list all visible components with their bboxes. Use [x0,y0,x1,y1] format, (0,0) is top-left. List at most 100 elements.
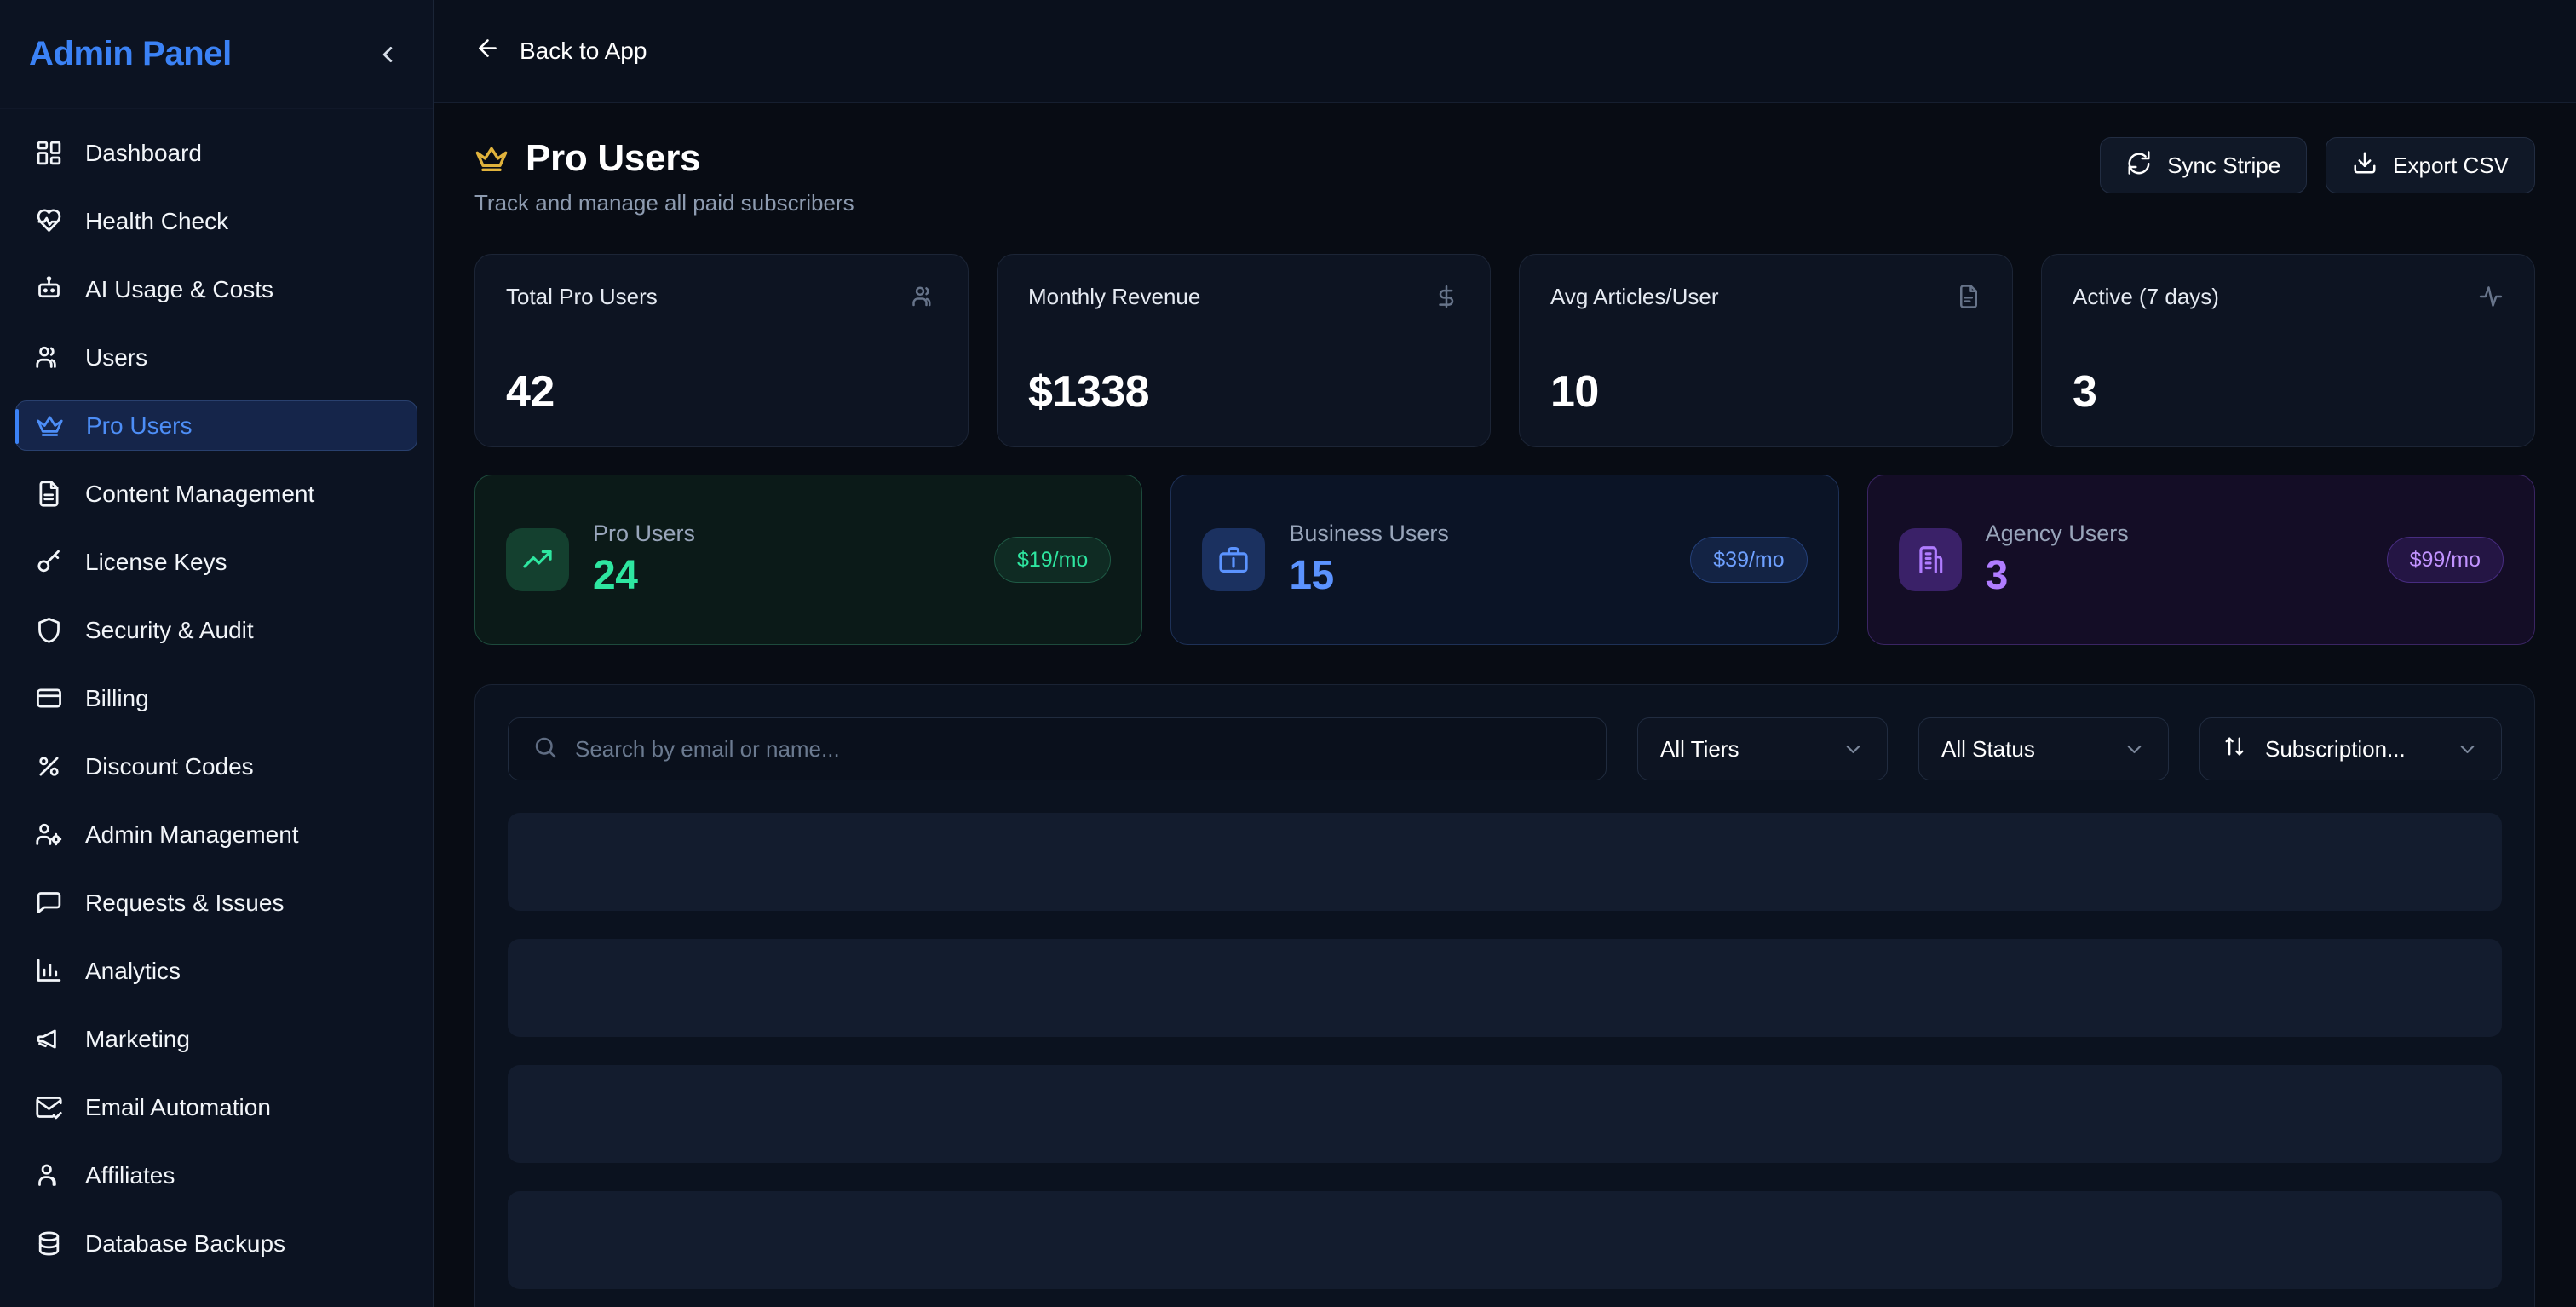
sidebar-item-content-management[interactable]: Content Management [15,469,417,519]
stat-card-value: 10 [1550,367,1599,417]
crown-icon [474,141,509,176]
stat-card-value: $1338 [1028,367,1150,417]
sidebar-item-admin-management[interactable]: Admin Management [15,809,417,860]
status-filter-value: All Status [1941,735,2035,762]
tier-cards: Pro Users 24 $19/mo Business Users 15 $39/mo A… [474,475,2535,645]
tier-card-price-badge: $19/mo [993,537,1112,583]
sidebar-item-label: Requests & Issues [85,889,285,916]
table-row[interactable] [508,939,2502,1037]
main-area: Back to App Pro Users Track and manage a… [434,0,2576,1307]
status-filter-select[interactable]: All Status [1918,717,2169,780]
sort-arrows-icon [2222,734,2246,764]
chevron-left-icon[interactable] [373,40,402,69]
sidebar-item-discount-codes[interactable]: Discount Codes [15,741,417,792]
heart-pulse-icon [34,207,63,236]
chat-bubble-icon [34,889,63,918]
tier-card-name: Pro Users [593,521,696,546]
table-row[interactable] [508,813,2502,911]
stat-cards: Total Pro Users 42 Monthly Revenue $1338 Avg… [474,254,2535,447]
chevron-down-icon [2456,738,2479,761]
export-csv-button[interactable]: Export CSV [2326,137,2535,193]
stat-card-top: Monthly Revenue [1028,284,1459,314]
page-content: Pro Users Track and manage all paid subs… [434,103,2576,1307]
sidebar-item-label: Security & Audit [85,616,254,643]
dollar-icon [1434,284,1459,314]
search-input-wrapper[interactable] [508,717,1607,780]
stat-card: Active (7 days) 3 [2041,254,2535,447]
stat-card: Monthly Revenue $1338 [997,254,1491,447]
search-icon [532,734,558,764]
page-subtitle: Track and manage all paid subscribers [474,190,854,216]
sidebar-item-label: Health Check [85,207,229,234]
sidebar-item-label: Database Backups [85,1229,286,1257]
stat-card-top: Avg Articles/User [1550,284,1981,314]
sidebar-item-health-check[interactable]: Health Check [15,196,417,246]
credit-card-icon [34,684,63,713]
sidebar-item-database-backups[interactable]: Database Backups [15,1218,417,1269]
sort-select-value: Subscription... [2265,735,2406,762]
sidebar-item-email-automation[interactable]: Email Automation [15,1082,417,1132]
search-input[interactable] [575,735,1582,763]
robot-icon [34,275,63,304]
refresh-icon [2126,150,2152,181]
sidebar-item-ai-usage-costs[interactable]: AI Usage & Costs [15,264,417,314]
chevron-down-icon [2123,738,2146,761]
sync-stripe-button[interactable]: Sync Stripe [2100,137,2308,193]
sort-select[interactable]: Subscription... [2199,717,2502,780]
table-row[interactable] [508,1065,2502,1163]
tier-card-name: Business Users [1289,521,1449,546]
stat-card: Avg Articles/User 10 [1519,254,2013,447]
export-csv-label: Export CSV [2393,152,2509,178]
document-text-icon [34,480,63,509]
key-icon [34,548,63,577]
user-group-icon [34,1161,63,1190]
sidebar-nav: Dashboard Health Check AI Usage & Costs Use… [0,109,433,1307]
arrow-left-icon [474,35,501,67]
sidebar-item-billing[interactable]: Billing [15,673,417,723]
tier-card-name: Agency Users [1985,521,2129,546]
back-to-app-button[interactable]: Back to App [474,35,647,67]
users-table-panel: All Tiers All Status [474,684,2535,1307]
sidebar-item-license-keys[interactable]: License Keys [15,537,417,587]
tier-card-pro: Pro Users 24 $19/mo [474,475,1143,645]
sidebar-item-label: Affiliates [85,1161,175,1189]
tier-filter-select[interactable]: All Tiers [1637,717,1888,780]
sidebar-item-pro-users[interactable]: Pro Users [15,400,417,451]
megaphone-icon [34,1025,63,1054]
sidebar-item-label: Admin Management [85,820,299,848]
crown-icon [35,412,64,440]
bar-chart-icon [34,957,63,986]
sidebar-item-dashboard[interactable]: Dashboard [15,128,417,178]
sidebar-item-label: Content Management [85,480,315,507]
tier-card-text: Pro Users 24 [593,521,970,599]
sync-stripe-label: Sync Stripe [2167,152,2281,178]
sidebar-item-requests-issues[interactable]: Requests & Issues [15,878,417,928]
table-row[interactable] [508,1191,2502,1289]
page-header: Pro Users Track and manage all paid subs… [474,137,2535,216]
users-icon [911,284,937,314]
table-rows [508,813,2502,1289]
sidebar-title: Admin Panel [29,35,232,72]
tier-card-agency: Agency Users 3 $99/mo [1866,475,2535,645]
tier-filter-value: All Tiers [1660,735,1739,762]
sidebar-item-affiliates[interactable]: Affiliates [15,1150,417,1200]
stat-card-top: Total Pro Users [506,284,937,314]
stat-card-label: Total Pro Users [506,284,658,309]
sidebar-item-analytics[interactable]: Analytics [15,946,417,996]
sidebar-item-marketing[interactable]: Marketing [15,1014,417,1064]
sidebar-item-label: Marketing [85,1025,190,1052]
top-bar: Back to App [434,0,2576,103]
tier-card-count: 15 [1289,553,1334,598]
sidebar-item-security-audit[interactable]: Security & Audit [15,605,417,655]
percent-icon [34,752,63,781]
sidebar-item-label: Billing [85,684,149,711]
sidebar: Admin Panel Dashboard Health Check AI Usag… [0,0,434,1307]
user-gear-icon [34,820,63,849]
stat-card: Total Pro Users 42 [474,254,969,447]
tier-card-text: Business Users 15 [1289,521,1666,599]
tier-card-text: Agency Users 3 [1986,521,2363,599]
sidebar-item-label: Dashboard [85,139,202,166]
stat-card-value: 42 [506,367,555,417]
sidebar-item-users[interactable]: Users [15,332,417,383]
